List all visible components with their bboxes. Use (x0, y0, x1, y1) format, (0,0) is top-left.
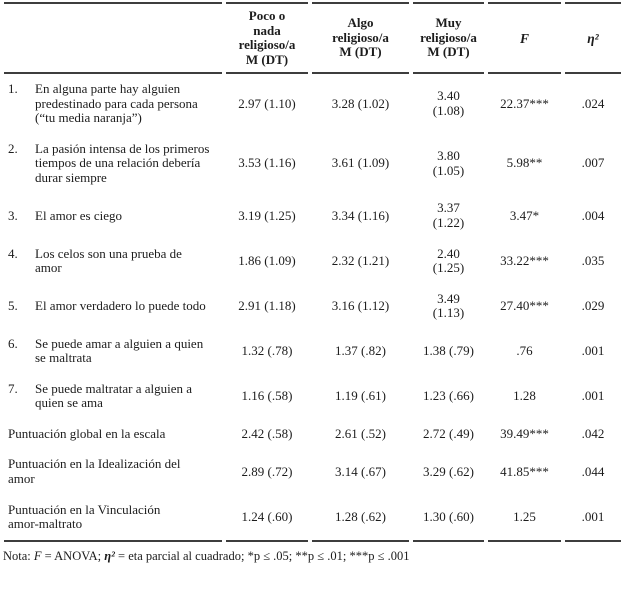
value-f: 33.22*** (500, 252, 549, 268)
item-text: La pasión intensa de los primeros tiempo… (35, 140, 210, 185)
value-poco: 1.24 (.60) (226, 495, 308, 542)
value-algo: 2.61 (.52) (335, 425, 386, 441)
value-poco: 3.19 (1.25) (238, 207, 296, 223)
footnote-eta-symbol: η² (104, 548, 115, 563)
table-row-item-4: 4. Los celos son una prueba de amor 1.86 … (4, 239, 621, 284)
value-f: 1.28 (513, 388, 536, 404)
value-algo: 3.34 (1.16) (331, 207, 390, 223)
value-muy: 3.80 (1.05) (432, 148, 465, 178)
value-eta: .029 (581, 297, 605, 313)
table-row-vinculacion-score: Puntuación en la Vinculación amor-maltra… (4, 495, 621, 542)
table-row-item-2: 2. La pasión intensa de los primeros tiem… (4, 134, 621, 194)
value-algo: 1.28 (.62) (312, 495, 409, 542)
table-row-item-1: 1. En alguna parte hay alguien predestina… (4, 74, 621, 134)
table-footnote: Nota: F = ANOVA; η² = eta parcial al cua… (0, 549, 625, 564)
value-eta: .007 (581, 155, 605, 171)
value-eta: .001 (565, 495, 621, 542)
item-text: Se puede amar a alguien a quien se maltr… (35, 335, 204, 366)
value-poco: 2.89 (.72) (241, 463, 293, 479)
footnote-f-definition: = ANOVA; (41, 548, 105, 563)
value-algo: 3.28 (1.02) (331, 95, 390, 111)
value-f: 41.85*** (500, 463, 549, 479)
value-muy: 2.40 (1.25) (432, 245, 465, 276)
value-poco: 1.86 (1.09) (238, 252, 296, 268)
table-body: 1. En alguna parte hay alguien predestina… (4, 74, 621, 542)
header-row: Poco o nada religioso/a M (DT) Algo reli… (4, 2, 621, 75)
value-muy: 1.38 (.79) (423, 343, 474, 359)
row-number: 2. (8, 140, 18, 156)
value-poco: 1.32 (.78) (241, 343, 293, 359)
item-text: En alguna parte hay alguien predestinado… (35, 81, 198, 126)
row-number: 4. (8, 245, 18, 261)
value-f: 22.37*** (500, 95, 549, 111)
value-eta: .001 (581, 343, 605, 359)
value-eta: .044 (581, 463, 605, 479)
value-f: 3.47* (509, 207, 540, 223)
header-eta-squared: η² (565, 2, 621, 75)
value-f: .76 (516, 343, 533, 359)
value-algo: 1.37 (.82) (335, 343, 386, 359)
value-muy: 1.30 (.60) (413, 495, 484, 542)
table-row-item-7: 7. Se puede maltratar a alguien a quien s… (4, 374, 621, 419)
item-text: El amor es ciego (35, 207, 122, 223)
item-text: Puntuación en la Vinculación amor-maltra… (8, 501, 161, 532)
footnote-label: Nota: (3, 548, 34, 563)
row-number: 1. (8, 81, 18, 97)
value-muy: 3.40 (1.08) (432, 88, 465, 118)
table-header: Poco o nada religioso/a M (DT) Algo reli… (4, 2, 621, 75)
table-row-item-3: 3. El amor es ciego 3.19 (1.25) 3.34 (1.1… (4, 193, 621, 238)
header-f-statistic: F (488, 2, 561, 75)
row-number: 5. (8, 297, 18, 313)
value-f: 5.98** (506, 155, 543, 171)
value-muy: 2.72 (.49) (423, 425, 474, 441)
item-text: Puntuación en la Idealización del amor (8, 456, 181, 487)
value-f: 39.49*** (500, 425, 549, 441)
value-eta: .001 (581, 388, 605, 404)
value-algo: 2.32 (1.21) (331, 252, 390, 268)
item-text: Puntuación global en la escala (8, 425, 166, 441)
header-item-blank (4, 2, 222, 75)
footnote-f-symbol: F (33, 548, 42, 563)
anova-results-table: Poco o nada religioso/a M (DT) Algo reli… (0, 2, 625, 542)
header-muy-religioso: Muy religioso/a M (DT) (413, 2, 484, 75)
value-eta: .024 (581, 95, 605, 111)
value-algo: 3.16 (1.12) (331, 297, 390, 313)
value-algo: 3.61 (1.09) (331, 155, 390, 171)
table-row-item-5: 5. El amor verdadero lo puede todo 2.91 (… (4, 284, 621, 329)
value-f: 27.40*** (500, 297, 549, 313)
table-row-item-6: 6. Se puede amar a alguien a quien se mal… (4, 329, 621, 374)
value-eta: .035 (581, 252, 605, 268)
value-muy: 3.37 (1.22) (432, 200, 465, 231)
row-number: 7. (8, 380, 18, 396)
value-poco: 2.97 (1.10) (238, 95, 296, 111)
header-algo-religioso: Algo religioso/a M (DT) (312, 2, 409, 75)
value-poco: 1.16 (.58) (241, 388, 293, 404)
value-poco: 2.91 (1.18) (238, 297, 296, 313)
value-muy: 3.49 (1.13) (432, 290, 465, 321)
item-text: Los celos son una prueba de amor (35, 245, 182, 276)
item-text: Se puede maltratar a alguien a quien se … (35, 380, 193, 411)
value-algo: 1.19 (.61) (335, 388, 386, 404)
row-number: 6. (8, 335, 18, 351)
value-poco: 3.53 (1.16) (238, 155, 296, 171)
value-algo: 3.14 (.67) (335, 463, 386, 479)
header-poco-nada-religioso: Poco o nada religioso/a M (DT) (226, 2, 308, 75)
value-eta: .004 (581, 207, 605, 223)
value-muy: 3.29 (.62) (423, 463, 474, 479)
value-poco: 2.42 (.58) (241, 425, 293, 441)
footnote-eta-definition-and-pvalues: = eta parcial al cuadrado; *p ≤ .05; **p… (114, 548, 410, 563)
item-text: El amor verdadero lo puede todo (35, 297, 206, 313)
value-eta: .042 (581, 425, 605, 441)
value-muy: 1.23 (.66) (423, 388, 474, 404)
row-number: 3. (8, 207, 18, 223)
table-row-global-score: Puntuación global en la escala 2.42 (.58… (4, 419, 621, 450)
table-row-idealizacion-score: Puntuación en la Idealización del amor 2… (4, 449, 621, 494)
value-f: 1.25 (488, 495, 561, 542)
